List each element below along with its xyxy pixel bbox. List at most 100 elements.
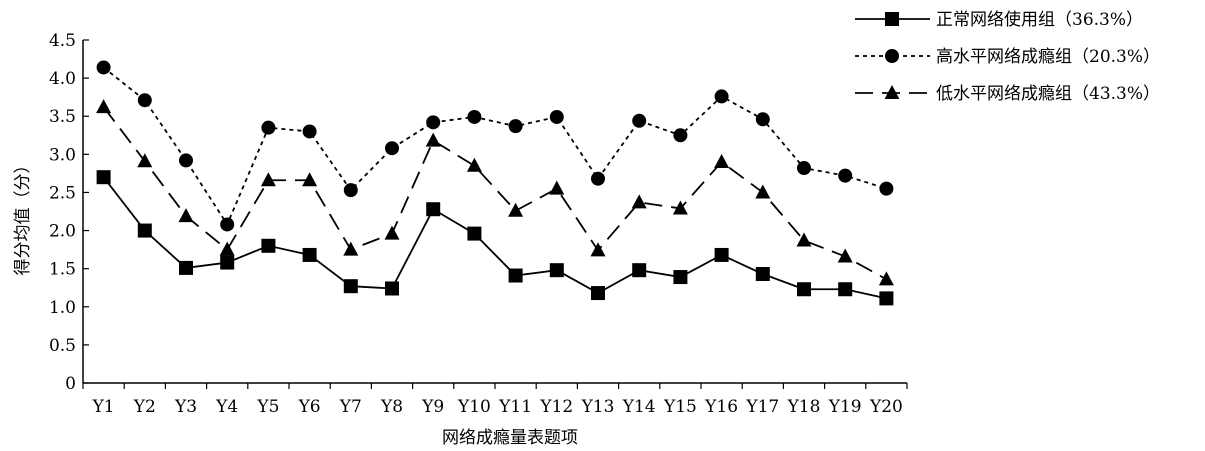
y-tick-label: 1.5 <box>49 260 76 280</box>
data-point <box>508 202 524 217</box>
data-point <box>797 282 811 297</box>
data-point <box>591 171 605 186</box>
data-point <box>755 112 770 127</box>
x-tick-label: Y5 <box>256 397 279 417</box>
data-point <box>549 263 564 278</box>
data-point <box>714 89 729 104</box>
data-point <box>591 286 605 301</box>
series-circle <box>96 60 894 232</box>
data-point <box>837 248 853 263</box>
data-point <box>714 153 730 168</box>
data-point <box>549 109 564 124</box>
x-tick-label: Y7 <box>339 397 362 417</box>
legend-marker <box>885 49 899 63</box>
x-tick-label: Y17 <box>745 397 779 417</box>
x-axis-label: 网络成瘾量表题项 <box>442 428 578 448</box>
data-point <box>384 225 400 240</box>
data-point <box>302 247 317 262</box>
data-point <box>178 208 194 223</box>
series-square <box>96 170 894 306</box>
x-tick-label: Y15 <box>663 397 697 417</box>
data-point <box>343 279 358 294</box>
data-point <box>219 241 235 256</box>
data-point <box>137 153 153 168</box>
data-point <box>179 260 193 275</box>
data-point <box>302 172 318 187</box>
data-point <box>467 109 482 124</box>
data-point <box>343 241 359 256</box>
x-tick-label: Y12 <box>539 397 573 417</box>
data-point <box>302 124 317 139</box>
data-point <box>673 128 688 143</box>
x-tick-label: Y18 <box>787 397 821 417</box>
series-line <box>102 106 887 281</box>
data-point <box>261 120 276 135</box>
data-point <box>879 181 894 196</box>
series-layer <box>96 60 894 306</box>
data-point <box>426 115 441 130</box>
data-point <box>425 132 441 147</box>
data-point <box>508 119 523 134</box>
data-point <box>466 157 482 172</box>
data-point <box>96 60 111 75</box>
legend-label: 低水平网络成瘾组（43.3%） <box>936 84 1160 104</box>
data-point <box>838 168 853 183</box>
y-tick-label: 1.0 <box>49 298 76 318</box>
x-tick-label: Y19 <box>828 397 862 417</box>
data-point <box>838 282 853 297</box>
data-point <box>673 270 688 285</box>
data-point <box>179 153 193 168</box>
y-tick-label: 0 <box>65 374 76 394</box>
y-tick-label: 0.5 <box>49 336 76 356</box>
data-point <box>672 200 688 215</box>
data-point <box>261 238 276 253</box>
data-point <box>96 170 111 185</box>
x-tick-label: Y4 <box>215 397 238 417</box>
data-point <box>467 226 482 241</box>
data-point <box>385 141 399 156</box>
x-tick-label: Y8 <box>380 397 403 417</box>
legend-item: 正常网络使用组（36.3%） <box>855 9 1143 30</box>
x-tick-label: Y11 <box>498 397 532 417</box>
legend-label: 高水平网络成瘾组（20.3%） <box>936 47 1160 67</box>
data-point <box>549 180 565 195</box>
legend-item: 低水平网络成瘾组（43.3%） <box>855 84 1160 104</box>
series-line <box>103 66 887 227</box>
x-tick-label: Y10 <box>457 397 491 417</box>
y-tick-label: 4.0 <box>49 69 76 89</box>
data-point <box>632 113 647 128</box>
data-point <box>755 267 770 282</box>
y-tick-label: 2.5 <box>49 183 76 203</box>
data-point <box>878 271 894 286</box>
x-tick-label: Y20 <box>869 397 903 417</box>
data-point <box>755 184 771 199</box>
legend: 正常网络使用组（36.3%） 高水平网络成瘾组（20.3%） 低水平网络成瘾组（43… <box>855 9 1160 104</box>
data-point <box>137 93 152 108</box>
data-point <box>220 255 235 270</box>
data-point <box>714 247 729 262</box>
y-tick-label: 2.0 <box>49 222 76 242</box>
data-point <box>426 202 441 217</box>
axes: 0 0.5 1.0 1.5 2.0 2.5 3.0 3.5 4.0 4.5 Y1 Y2 Y3 Y4 Y5 Y6… <box>49 31 908 417</box>
series-triangle <box>96 99 894 286</box>
data-point <box>631 194 647 209</box>
data-point <box>796 232 812 247</box>
data-point <box>797 161 811 176</box>
x-tick-label: Y13 <box>581 397 615 417</box>
data-point <box>220 217 235 232</box>
data-point <box>137 223 152 238</box>
legend-item: 高水平网络成瘾组（20.3%） <box>855 47 1160 67</box>
data-point <box>508 268 523 283</box>
x-tick-label: Y14 <box>622 397 656 417</box>
data-point <box>632 263 647 278</box>
x-tick-label: Y6 <box>298 397 321 417</box>
data-point <box>260 172 276 187</box>
x-tick-label: Y1 <box>92 397 115 417</box>
data-point <box>343 183 358 198</box>
y-tick-label: 4.5 <box>49 31 76 51</box>
legend-marker <box>884 85 900 99</box>
x-tick-label: Y3 <box>174 397 197 417</box>
data-point <box>385 281 399 296</box>
x-tick-label: Y16 <box>704 397 738 417</box>
x-tick-label: Y2 <box>133 397 156 417</box>
